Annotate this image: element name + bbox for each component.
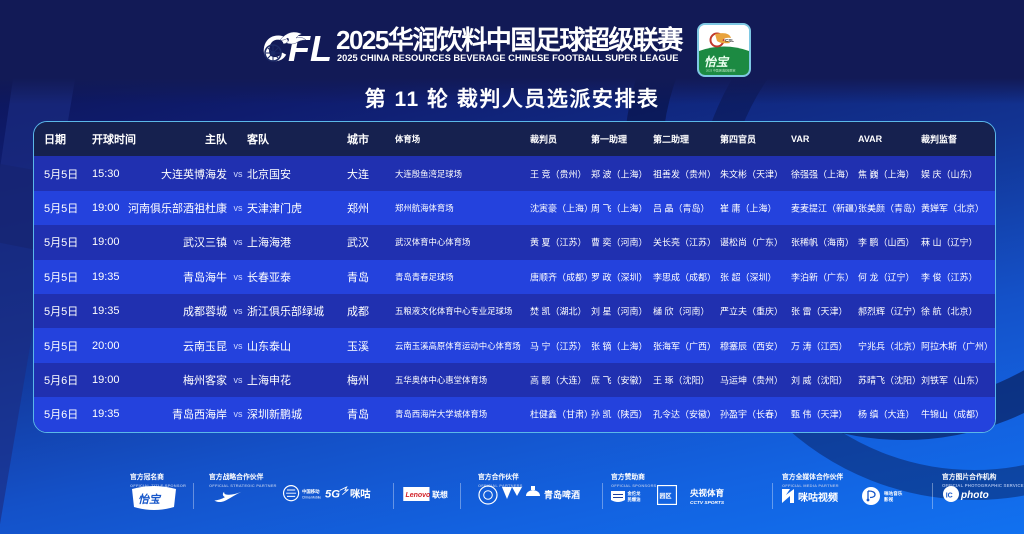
svg-text:园区: 园区 <box>660 492 672 500</box>
svg-text:CSL: CSL <box>725 38 734 43</box>
svg-text:中国移动: 中国移动 <box>302 488 320 495</box>
svg-text:2023 中国足球超级联赛: 2023 中国足球超级联赛 <box>706 69 736 73</box>
svg-text:民爆油: 民爆油 <box>628 496 642 503</box>
svg-text:影视: 影视 <box>884 496 894 503</box>
svg-text:咪咕视频: 咪咕视频 <box>798 491 838 504</box>
svg-text:咪咕音乐: 咪咕音乐 <box>884 490 903 497</box>
svg-text:怡宝: 怡宝 <box>138 493 162 506</box>
svg-text:photo: photo <box>960 490 989 501</box>
svg-text:金佗龙: 金佗龙 <box>627 490 642 497</box>
svg-text:咪咕: 咪咕 <box>350 487 371 500</box>
svg-text:央视体育: 央视体育 <box>690 488 725 498</box>
svg-text:China Mobile: China Mobile <box>302 496 321 500</box>
svg-text:CCTV SPORTS: CCTV SPORTS <box>690 500 725 506</box>
svg-text:Lenovo: Lenovo <box>405 492 431 499</box>
svg-text:联想: 联想 <box>432 490 448 500</box>
svg-text:IC: IC <box>946 492 953 499</box>
svg-text:怡宝: 怡宝 <box>704 55 730 69</box>
svg-text:5G: 5G <box>325 488 340 500</box>
svg-text:青岛啤酒: 青岛啤酒 <box>544 489 580 500</box>
